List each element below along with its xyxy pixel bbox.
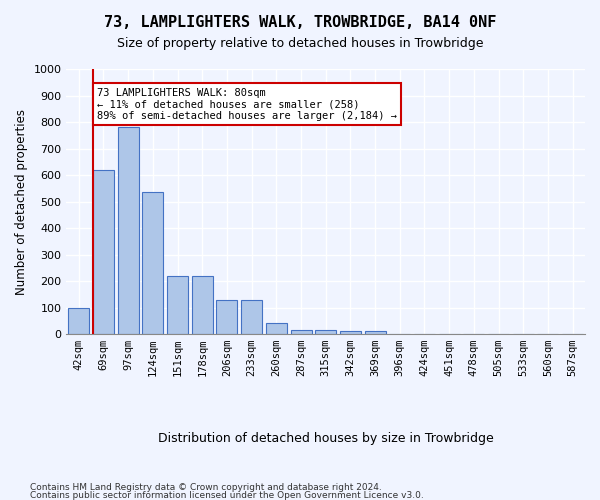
Y-axis label: Number of detached properties: Number of detached properties — [15, 108, 28, 294]
Text: Size of property relative to detached houses in Trowbridge: Size of property relative to detached ho… — [117, 38, 483, 51]
Text: Contains HM Land Registry data © Crown copyright and database right 2024.: Contains HM Land Registry data © Crown c… — [30, 483, 382, 492]
Bar — [315, 330, 336, 334]
X-axis label: Distribution of detached houses by size in Trowbridge: Distribution of detached houses by size … — [158, 432, 494, 445]
Bar — [167, 276, 188, 334]
Bar — [93, 170, 114, 334]
Bar — [266, 324, 287, 334]
Text: 73, LAMPLIGHTERS WALK, TROWBRIDGE, BA14 0NF: 73, LAMPLIGHTERS WALK, TROWBRIDGE, BA14 … — [104, 15, 496, 30]
Text: Contains public sector information licensed under the Open Government Licence v3: Contains public sector information licen… — [30, 490, 424, 500]
Bar — [192, 276, 213, 334]
Bar — [241, 300, 262, 334]
Text: 73 LAMPLIGHTERS WALK: 80sqm
← 11% of detached houses are smaller (258)
89% of se: 73 LAMPLIGHTERS WALK: 80sqm ← 11% of det… — [97, 88, 397, 121]
Bar — [142, 192, 163, 334]
Bar — [118, 128, 139, 334]
Bar — [340, 332, 361, 334]
Bar — [365, 332, 386, 334]
Bar — [290, 330, 311, 334]
Bar — [217, 300, 238, 334]
Bar — [68, 308, 89, 334]
